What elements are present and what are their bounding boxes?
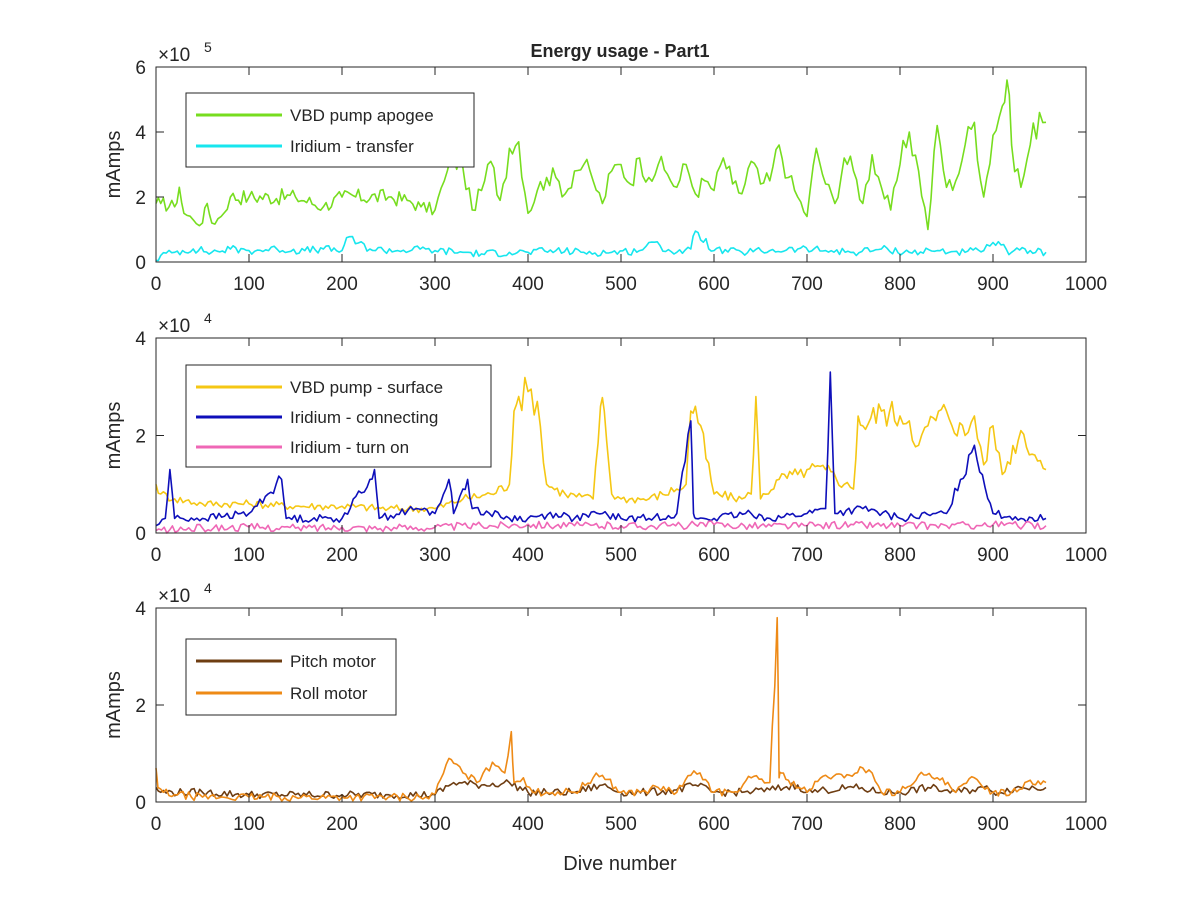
y-tick-label: 0 (135, 793, 146, 814)
x-tick-label: 500 (605, 545, 637, 566)
legend-entry: VBD pump apogee (290, 106, 434, 125)
series-line-2-1 (155, 376, 1047, 514)
legend-box (185, 638, 397, 716)
y-tick-label: 2 (135, 427, 146, 448)
x-tick-label: 900 (977, 814, 1009, 835)
legend-2: VBD pump - surface Iridium - connecting Ir… (185, 364, 492, 468)
legend-entry: Iridium - transfer (290, 137, 414, 156)
x-tick-label: 200 (326, 274, 358, 295)
legend-3: Pitch motor Roll motor (185, 638, 397, 716)
y-tick-label: 4 (135, 329, 146, 350)
y-tick-label: 4 (135, 599, 146, 620)
subplot-3: 0 100 200 300 400 500 600 700 800 900 1000 0 2 4 ×10 4 m… (103, 580, 1107, 835)
legend-entry: Roll motor (290, 684, 368, 703)
y-axis-label: mAmps (103, 131, 125, 199)
subplot-1: 0 100 200 300 400 500 600 700 800 900 1000 0 2 4 6 ×10 5… (103, 39, 1107, 295)
series-line-3-1 (155, 779, 1047, 800)
legend-box (185, 92, 475, 168)
x-tick-label: 100 (233, 814, 265, 835)
y-tick-label: 0 (135, 524, 146, 545)
y-exponent-power: 4 (204, 580, 212, 596)
x-tick-label: 100 (233, 545, 265, 566)
x-tick-label: 100 (233, 274, 265, 295)
x-tick-label: 800 (884, 814, 916, 835)
x-tick-label: 900 (977, 274, 1009, 295)
subplot-2: 0 100 200 300 400 500 600 700 800 900 1000 0 2 4 ×10 4 m… (103, 310, 1107, 566)
y-exponent-power: 4 (204, 310, 212, 326)
x-tick-label: 600 (698, 814, 730, 835)
y-tick-label: 6 (135, 58, 146, 79)
figure-title: Energy usage - Part1 (530, 41, 709, 61)
y-axis-label: mAmps (103, 402, 125, 470)
x-tick-label: 700 (791, 814, 823, 835)
y-exponent-base: ×10 (158, 45, 190, 66)
series-line-1-2 (155, 230, 1047, 262)
x-tick-label: 400 (512, 274, 544, 295)
series-line-2-2 (155, 371, 1047, 527)
x-tick-label: 500 (605, 274, 637, 295)
series-line-1-1 (155, 79, 1047, 231)
x-tick-label: 800 (884, 274, 916, 295)
x-tick-label: 300 (419, 814, 451, 835)
y-tick-label: 2 (135, 696, 146, 717)
legend-entry: VBD pump - surface (290, 378, 443, 397)
x-tick-label: 800 (884, 545, 916, 566)
legend-entry: Iridium - turn on (290, 438, 409, 457)
y-tick-label: 4 (135, 123, 146, 144)
x-tick-label: 200 (326, 814, 358, 835)
y-tick-label: 0 (135, 253, 146, 274)
legend-entry: Iridium - connecting (290, 408, 438, 427)
x-tick-label: 600 (698, 274, 730, 295)
x-tick-label: 0 (151, 814, 162, 835)
legend-entry: Pitch motor (290, 652, 376, 671)
y-exponent-base: ×10 (158, 316, 190, 337)
series-line-3-2 (155, 616, 1047, 802)
legend-1: VBD pump apogee Iridium - transfer (185, 92, 475, 168)
x-tick-label: 600 (698, 545, 730, 566)
x-tick-label: 1000 (1065, 814, 1107, 835)
x-tick-label: 1000 (1065, 545, 1107, 566)
x-tick-label: 700 (791, 545, 823, 566)
y-axis-label: mAmps (103, 671, 125, 739)
y-exponent-base: ×10 (158, 586, 190, 607)
x-tick-label: 700 (791, 274, 823, 295)
y-exponent-power: 5 (204, 39, 212, 55)
y-tick-label: 2 (135, 188, 146, 209)
x-tick-label: 200 (326, 545, 358, 566)
x-tick-label: 0 (151, 274, 162, 295)
x-tick-label: 400 (512, 545, 544, 566)
x-tick-label: 300 (419, 274, 451, 295)
x-tick-label: 500 (605, 814, 637, 835)
x-tick-label: 900 (977, 545, 1009, 566)
x-axis-label: Dive number (563, 853, 677, 875)
x-tick-label: 300 (419, 545, 451, 566)
x-tick-label: 0 (151, 545, 162, 566)
x-tick-label: 400 (512, 814, 544, 835)
x-tick-label: 1000 (1065, 274, 1107, 295)
series-line-2-3 (155, 520, 1047, 534)
